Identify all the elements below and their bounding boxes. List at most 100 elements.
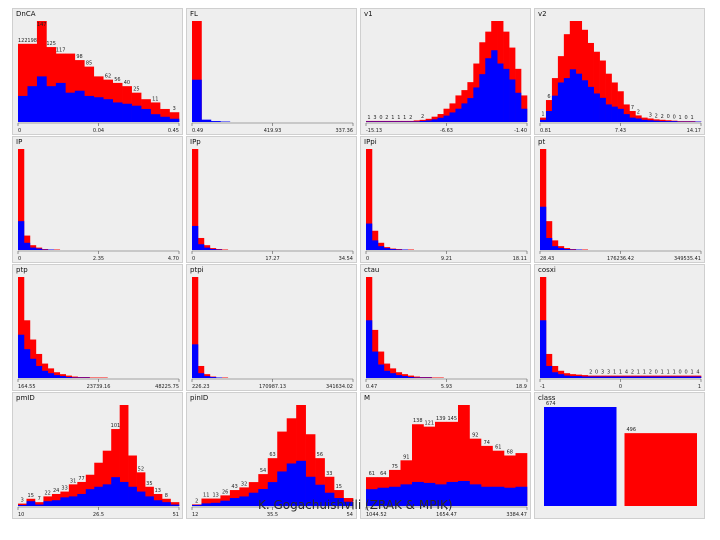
- bar-blue: [563, 375, 571, 378]
- bar-blue: [23, 242, 31, 250]
- x-tick-label: 164.55: [18, 384, 36, 390]
- bar-blue: [401, 121, 409, 122]
- x-tick-label: 1: [698, 384, 701, 390]
- panel-title: IP: [16, 138, 23, 146]
- bar-blue: [203, 247, 211, 250]
- bar-blue: [653, 376, 660, 378]
- bar-blue: [435, 484, 447, 506]
- data-label: 0: [673, 115, 676, 121]
- x-tick-label: 0.47: [366, 384, 377, 390]
- data-label: 2: [385, 115, 388, 121]
- bar-blue: [540, 320, 547, 378]
- bar-blue: [111, 477, 120, 506]
- x-tick-label: 12: [192, 512, 198, 518]
- panel-title: pt: [538, 138, 546, 146]
- data-label: 25: [133, 87, 139, 93]
- data-label: 2: [409, 115, 412, 121]
- bar-blue: [540, 206, 547, 250]
- bar-red: [136, 472, 146, 506]
- bar-red: [210, 498, 221, 506]
- plot-class: 674 496: [544, 401, 697, 506]
- x-tick-label: 0.81: [540, 128, 551, 134]
- bar-red: [366, 149, 373, 250]
- histogram-panel-ippi: 0 9.21 18.11 IPpi: [360, 136, 531, 263]
- data-label: 1: [541, 112, 544, 118]
- x-tick-label: 1044.52: [366, 512, 387, 518]
- data-label: 117: [56, 48, 66, 54]
- bar-red: [435, 421, 447, 506]
- bar-blue: [545, 111, 553, 122]
- plot-ptp: 164.55 23739.16 48225.75: [17, 277, 180, 390]
- bar-blue: [671, 121, 678, 122]
- bar-blue: [51, 500, 61, 506]
- bar-blue: [192, 344, 199, 378]
- bar-blue: [203, 376, 211, 378]
- histogram-panel-m: 61 64 75 91 138 121 139 145 92 74 61 68 1044.52 1654.…: [360, 392, 531, 519]
- data-label: 2: [649, 370, 652, 376]
- data-label: 13: [155, 488, 161, 494]
- bar-blue: [605, 104, 612, 122]
- data-label: 496: [627, 427, 637, 433]
- data-label: 13: [212, 493, 218, 499]
- x-tick-label: 7.43: [615, 128, 626, 134]
- bar-red: [41, 249, 49, 250]
- bar-blue: [26, 501, 36, 506]
- bar-red: [623, 104, 630, 122]
- bar-red: [324, 476, 335, 506]
- data-label: 2: [661, 114, 664, 120]
- bar-blue: [635, 376, 642, 378]
- bar-blue: [47, 373, 55, 378]
- bar-blue: [343, 501, 354, 506]
- data-label: 2: [637, 109, 640, 115]
- data-label: 3: [173, 106, 176, 112]
- data-label: 74: [484, 440, 490, 446]
- bar-blue: [102, 484, 112, 506]
- x-tick-label: 419.93: [264, 128, 282, 134]
- bar-blue: [509, 79, 516, 122]
- bar-blue: [34, 504, 44, 506]
- x-tick-label: 226.23: [192, 384, 210, 390]
- bar-red: [296, 405, 306, 506]
- bar-blue: [324, 492, 335, 506]
- bar-blue: [74, 90, 85, 122]
- data-label: 11: [203, 493, 209, 499]
- bar-blue: [443, 115, 450, 122]
- data-label: 77: [78, 476, 84, 482]
- bar-blue: [366, 320, 373, 378]
- bar-blue: [371, 121, 379, 122]
- bar-blue: [112, 102, 123, 122]
- data-label: 61: [495, 445, 501, 451]
- bar-blue: [53, 375, 61, 378]
- bar-blue: [170, 504, 180, 506]
- x-tick-label: 0.04: [93, 128, 104, 134]
- data-label: 32: [241, 481, 247, 487]
- bar-blue: [377, 364, 385, 378]
- data-label: 147: [37, 22, 47, 28]
- data-label: 8: [165, 493, 168, 499]
- data-label: 2: [195, 498, 198, 504]
- bar-blue: [497, 63, 504, 122]
- bar-blue: [647, 376, 654, 378]
- plot-v1: 1 3 0 2 1 1 1 2 2-15.13 -6.63 -1.40: [365, 21, 528, 134]
- data-label: 56: [317, 452, 323, 458]
- bar-blue: [587, 376, 594, 378]
- bar-blue: [479, 74, 486, 122]
- histogram-panel-fl: 0.49 419.93 337.36 FL: [186, 8, 357, 135]
- bar-blue: [389, 486, 401, 506]
- x-tick-label: 3384.47: [506, 512, 527, 518]
- data-label: 61: [369, 471, 375, 477]
- bar-red: [629, 111, 636, 122]
- bar-red: [128, 455, 137, 506]
- bar-blue: [653, 120, 660, 122]
- bar-blue: [41, 370, 49, 378]
- data-label: 1: [643, 370, 646, 376]
- panel-title: pmID: [16, 394, 35, 402]
- bar-blue: [36, 76, 47, 122]
- bar-blue: [93, 97, 104, 122]
- bar-blue: [599, 376, 606, 378]
- bar-blue: [623, 376, 630, 378]
- bar-blue: [141, 108, 151, 122]
- histogram-panel-ip: 0 2.35 4.70 IP: [12, 136, 183, 263]
- plot-cosxi: 2 0 3 3 1 1 4 2 1 1 2 0 1 1 1 0 0 1 4-1 0 1: [539, 277, 702, 390]
